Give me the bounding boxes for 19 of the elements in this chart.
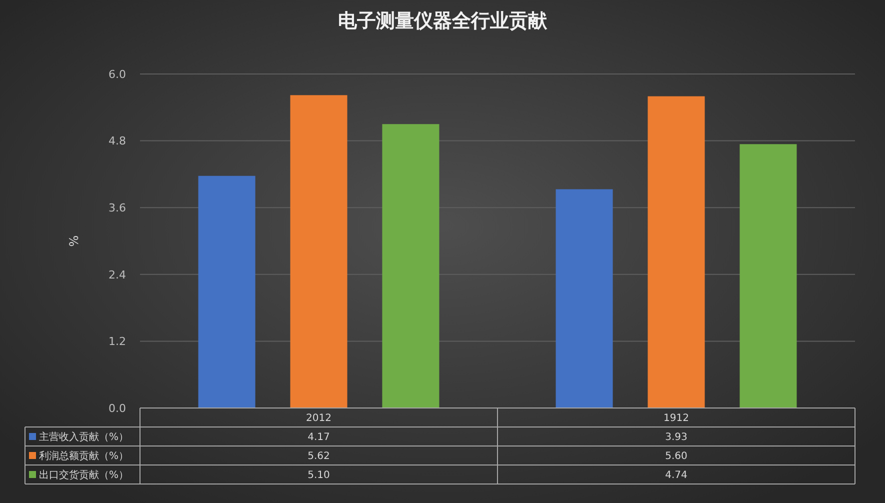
y-axis-title: % <box>67 235 82 247</box>
x-tick-label: 2012 <box>306 413 332 424</box>
y-tick-label: 4.8 <box>108 134 126 148</box>
y-tick-label: 6.0 <box>108 68 126 81</box>
data-label: 3.93 <box>665 432 688 443</box>
y-tick-label: 2.4 <box>108 268 126 282</box>
y-tick-label: 1.2 <box>108 335 126 348</box>
data-label: 4.74 <box>665 470 688 481</box>
legend-label: 出口交货贡献（%） <box>39 469 129 481</box>
data-label: 5.10 <box>308 470 330 481</box>
data-label: 5.62 <box>308 451 330 462</box>
legend-label: 利润总额贡献（%） <box>39 450 129 462</box>
y-tick-label: 0.0 <box>108 402 126 415</box>
data-label: 5.60 <box>665 451 688 462</box>
y-tick-label: 3.6 <box>108 201 126 214</box>
data-label: 4.17 <box>308 432 330 443</box>
legend-label: 主营收入贡献（%） <box>39 431 129 443</box>
chart-title: 电子测量仪器全行业贡献 <box>338 10 548 32</box>
x-tick-label: 1912 <box>664 413 689 424</box>
